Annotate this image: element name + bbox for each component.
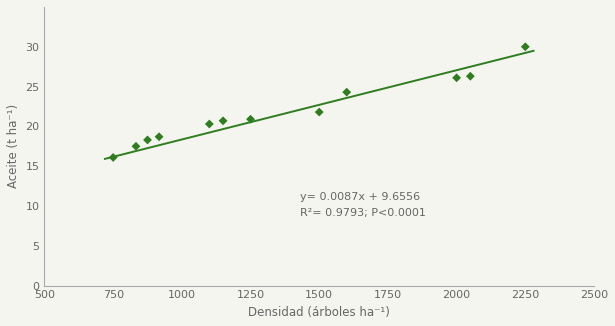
Point	[314, 110, 324, 115]
Y-axis label: Aceite (t ha⁻¹): Aceite (t ha⁻¹)	[7, 104, 20, 188]
Point	[154, 134, 164, 139]
Point	[245, 117, 255, 122]
Text: y= 0.0087x + 9.6556: y= 0.0087x + 9.6556	[300, 192, 420, 202]
Point	[204, 121, 214, 126]
X-axis label: Densidad (árboles ha⁻¹): Densidad (árboles ha⁻¹)	[248, 306, 390, 319]
Point	[108, 155, 118, 160]
Text: R²= 0.9793; P<0.0001: R²= 0.9793; P<0.0001	[300, 208, 426, 218]
Point	[466, 74, 475, 79]
Point	[131, 144, 141, 149]
Point	[451, 75, 461, 81]
Point	[342, 90, 352, 95]
Point	[218, 118, 228, 124]
Point	[143, 137, 153, 142]
Point	[520, 44, 530, 49]
